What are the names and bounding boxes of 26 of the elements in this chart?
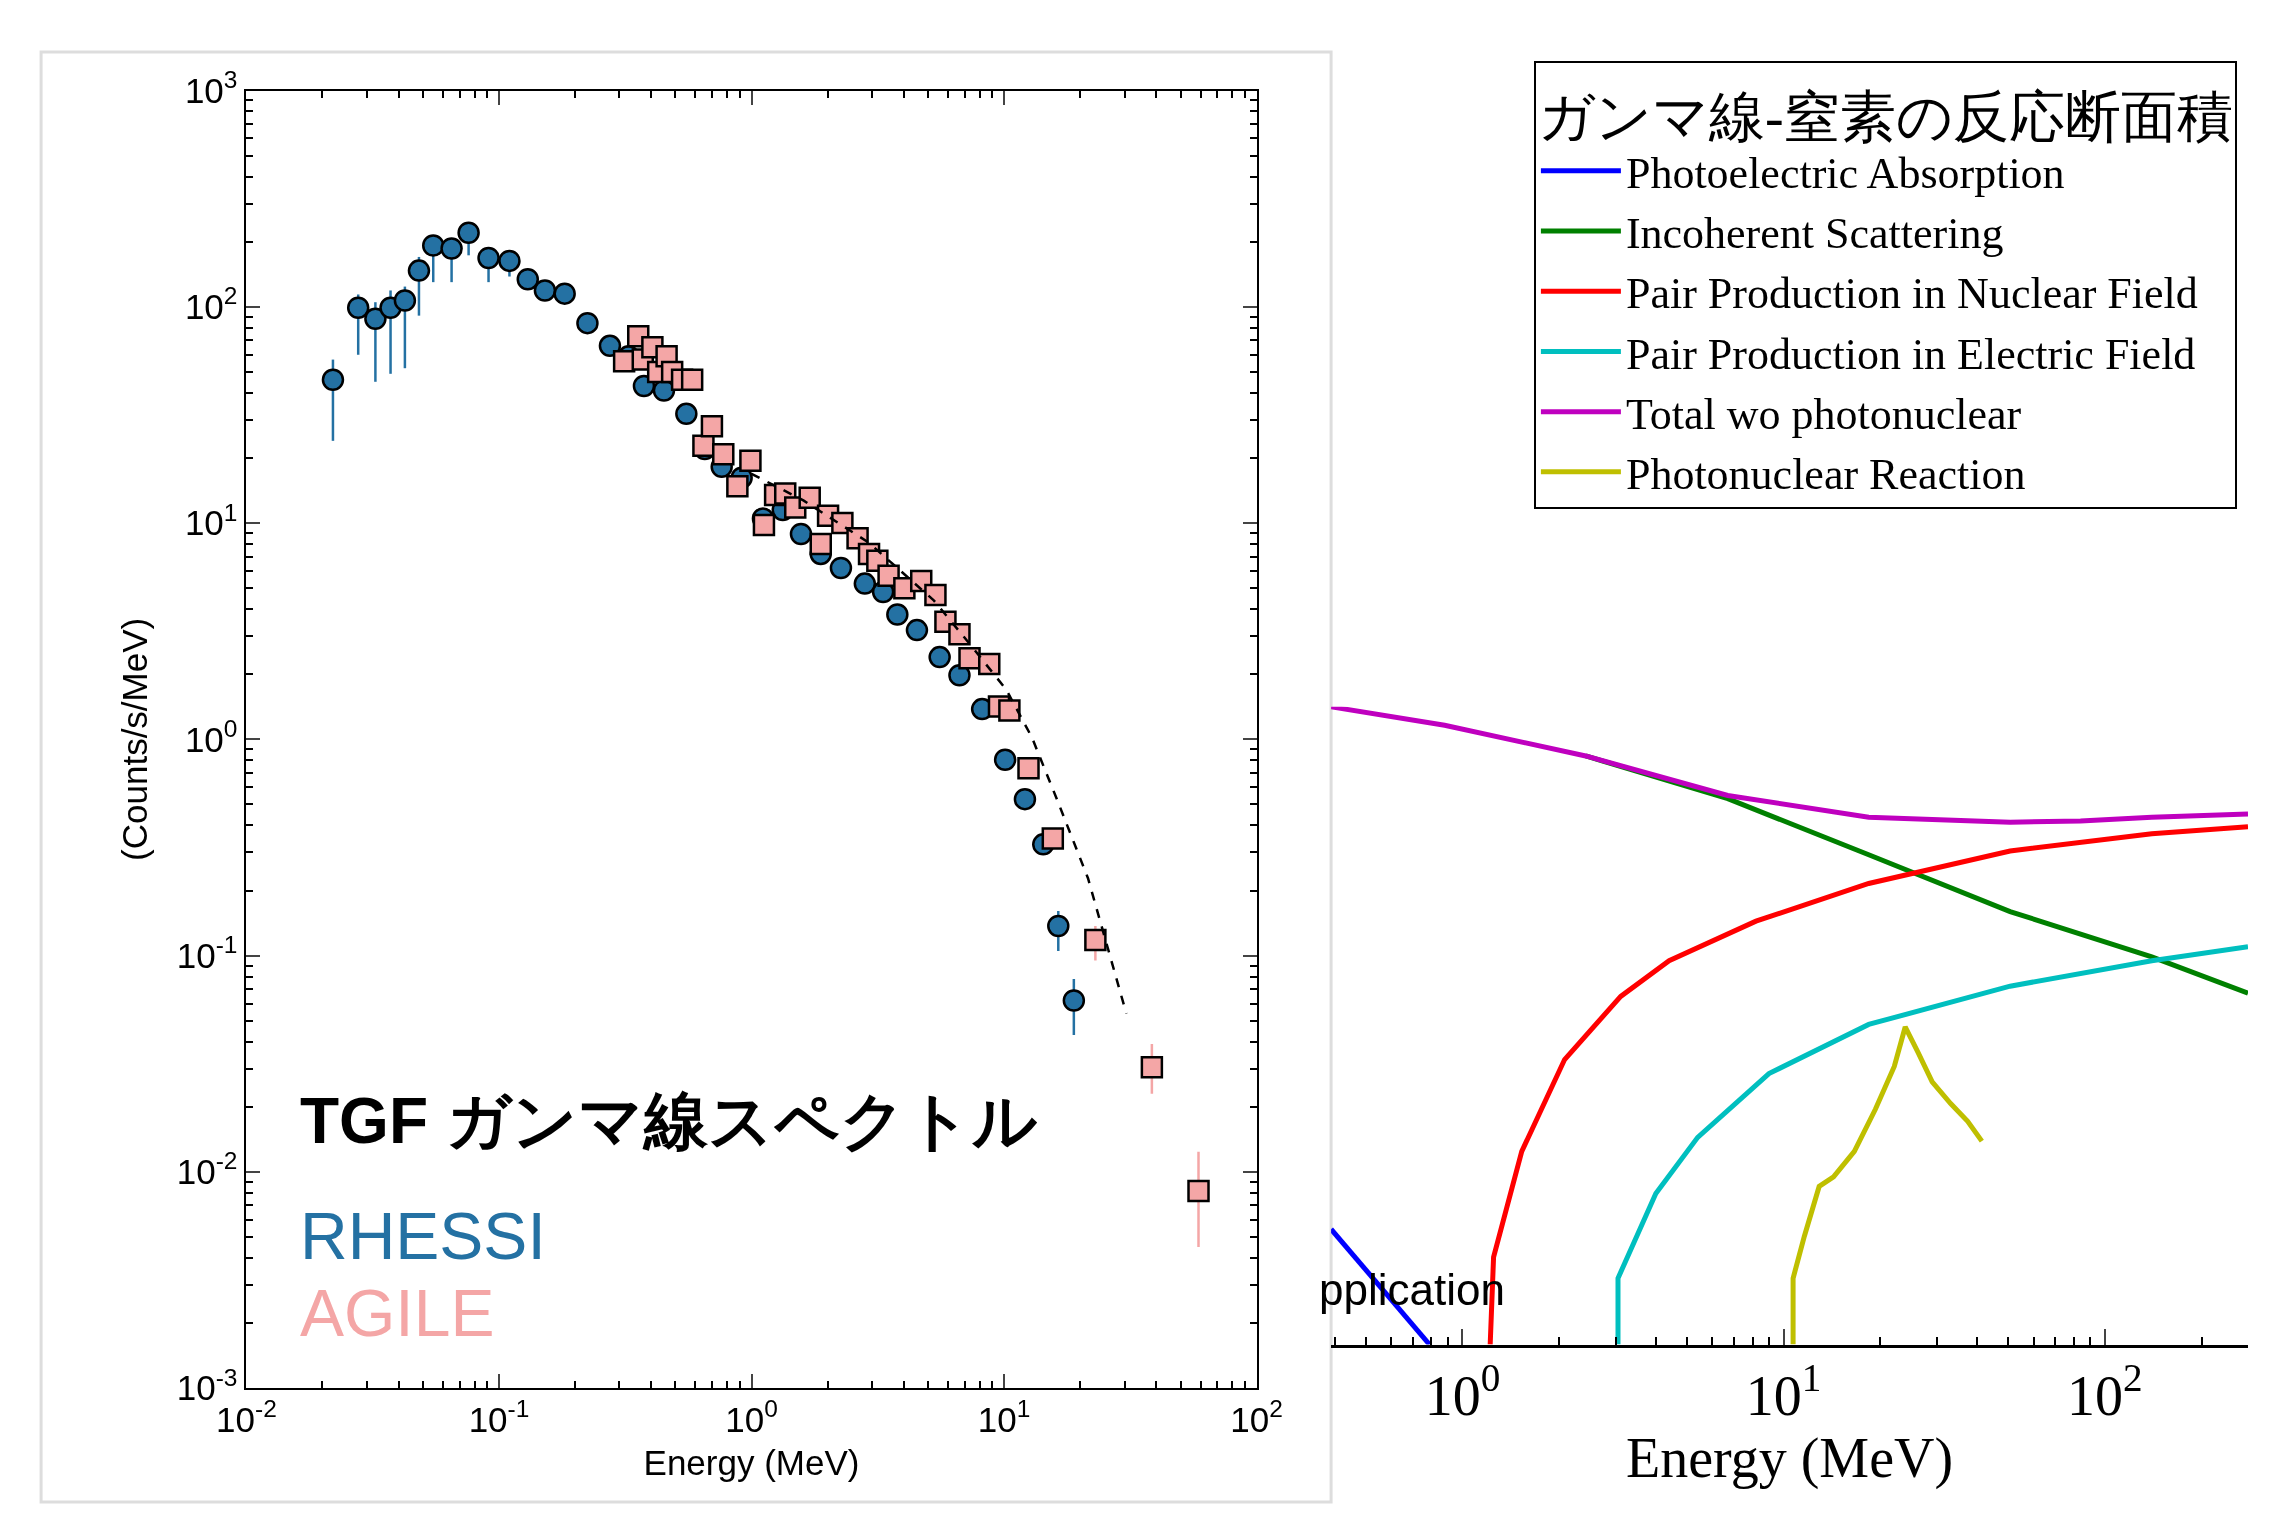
x-axis-title: Energy (MeV) — [1625, 1426, 1954, 1490]
x-tick-label: 10$^{-1}$ — [468, 1395, 530, 1440]
legend-label: Pair Production in Electric Field — [1625, 329, 2196, 379]
y-tick-label: 10$^{-2}$ — [176, 1147, 238, 1192]
y-tick-label: 10$^{2}$ — [184, 282, 238, 327]
text: AGILE — [300, 1276, 495, 1350]
legend-label: Incoherent Scattering — [1625, 209, 2004, 259]
legend-title: ガンマ線-窒素の反応断面積 — [1537, 85, 2233, 148]
y-tick-label: 10$^{0}$ — [184, 714, 238, 759]
x-tick-label: 10$^{0}$ — [1424, 1356, 1501, 1427]
y-axis-title: (Counts/s/MeV) — [115, 617, 155, 861]
x-axis-title: Energy (MeV) — [643, 1442, 860, 1482]
text: TGF ガンマ線スペクトル — [300, 1085, 1038, 1157]
legend-label: Photoelectric Absorption — [1625, 149, 2065, 199]
x-tick-label: 10$^{0}$ — [725, 1395, 778, 1440]
x-tick-label: 10$^{1}$ — [977, 1395, 1031, 1440]
legend-label: Total wo photonuclear — [1625, 389, 2022, 439]
text: RHESSI — [300, 1199, 546, 1273]
y-tick-label: 10$^{1}$ — [184, 498, 238, 543]
legend-label: Photonuclear Reaction — [1625, 450, 2026, 500]
legend-label: Pair Production in Nuclear Field — [1625, 269, 2198, 319]
y-tick-label: 10$^{3}$ — [184, 66, 238, 110]
x-tick-label: 10$^{2}$ — [2067, 1356, 2143, 1427]
x-tick-label: 10$^{1}$ — [1745, 1356, 1822, 1427]
x-tick-label: 10$^{2}$ — [1230, 1395, 1283, 1440]
y-tick-label: 10$^{-1}$ — [176, 931, 238, 975]
